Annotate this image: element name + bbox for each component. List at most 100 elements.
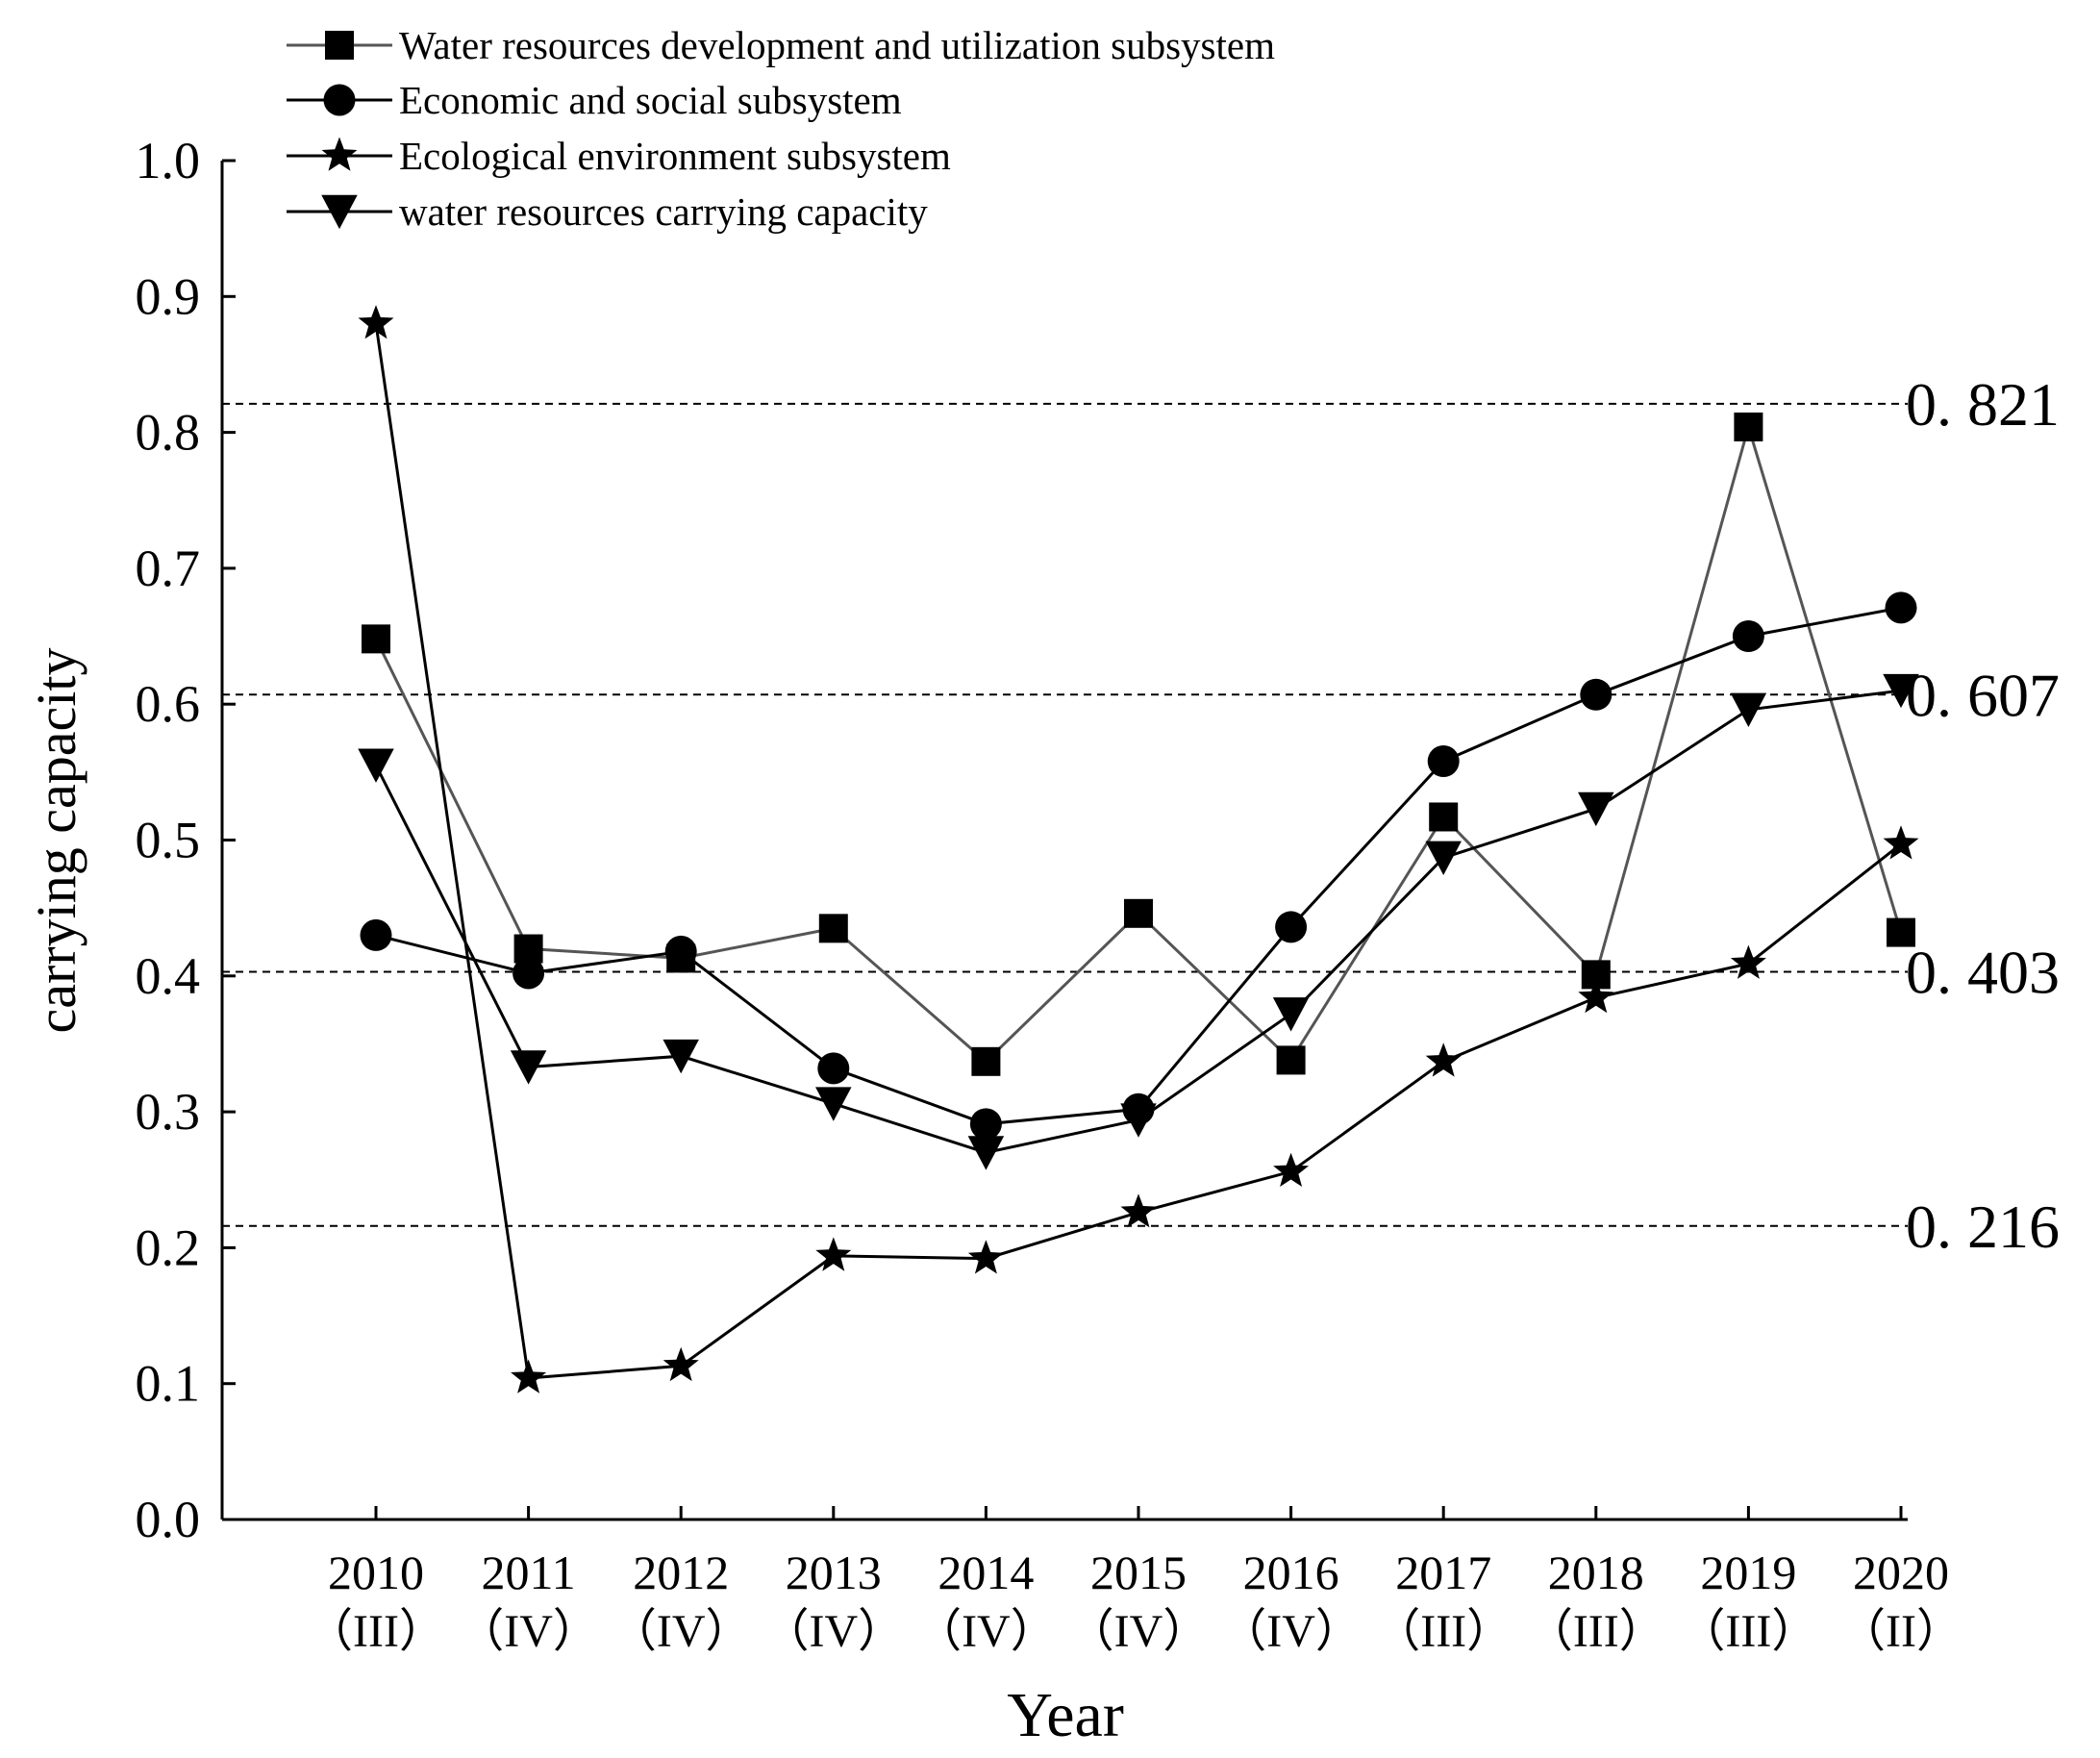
data-point-star [1120,1193,1157,1228]
x-tick-label: 2017 [1395,1545,1491,1599]
x-ticks: 2010 （III） 2011 （IV） 2012 （IV） 2013 （IV） 2014 （IV… [307,1506,1962,1657]
data-point-circle [1275,911,1308,943]
x-tick-grade-label: （IV） [458,1606,599,1657]
data-point-square [1124,898,1153,928]
y-tick-label: 0.4 [136,947,201,1005]
data-point-triangle-down [1272,997,1310,1032]
x-tick-grade-label: （IV） [1068,1606,1210,1657]
x-tick-label: 2013 [786,1545,882,1599]
legend-label: water resources carrying capacity [399,189,928,234]
data-point-square [362,624,390,654]
data-point-star [1273,1152,1310,1187]
legend-item: Ecological environment subsystem [287,134,951,178]
data-point-circle [512,957,545,990]
data-point-star [662,1346,699,1382]
y-tick-label: 0.1 [136,1355,201,1413]
legend: Water resources development and utilizat… [287,23,1275,234]
x-tick-grade-label: （IV） [762,1606,904,1657]
data-point-star [1730,944,1766,979]
x-tick-label: 2019 [1700,1545,1796,1599]
x-tick-label: 2012 [633,1545,729,1599]
series-star [358,305,1919,1394]
x-tick-grade-label: （IV） [915,1606,1057,1657]
data-point-triangle-down [1120,1103,1157,1138]
data-point-triangle-down [510,1050,547,1085]
x-tick-label: 2011 [482,1545,576,1599]
data-point-star [358,305,394,339]
x-tick-label: 2020 [1853,1545,1949,1599]
data-point-circle [664,935,697,967]
data-point-square [818,914,848,943]
data-point-star [511,1359,547,1394]
legend-label: Economic and social subsystem [399,78,902,122]
y-ticks: 0.0 0.1 0.2 0.3 0.4 0.5 0.6 0.7 0.8 0.9 1.0 [136,132,236,1548]
series-square [362,412,1915,1076]
legend-label: Water resources development and utilizat… [399,23,1275,67]
x-tick-grade-label: （IV） [1220,1606,1362,1657]
data-point-circle [1427,745,1460,778]
y-tick-label: 0.7 [136,540,201,597]
x-tick-label: 2015 [1090,1545,1187,1599]
data-point-circle [360,918,392,951]
data-point-triangle-down [1883,673,1919,709]
legend-marker-triangle-down [321,194,358,230]
y-tick-label: 0.3 [136,1083,201,1141]
data-point-triangle-down [1425,841,1462,875]
x-tick-label: 2016 [1243,1545,1339,1599]
data-point-star [1883,825,1919,860]
series [358,305,1919,1394]
legend-item: water resources carrying capacity [287,189,928,234]
reference-label: 0. 216 [1906,1193,2060,1261]
data-point-triangle-down [358,748,394,783]
reference-label: 0. 821 [1906,370,2060,439]
data-point-triangle-down [815,1087,852,1121]
data-point-circle [1732,620,1764,653]
data-point-square [1887,917,1915,947]
y-tick-label: 0.2 [136,1218,201,1276]
data-point-circle [817,1052,850,1085]
y-tick-label: 0.6 [136,675,201,733]
series-line [374,421,1903,1064]
reference-label: 0. 403 [1906,939,2060,1007]
data-point-triangle-down [1730,692,1767,727]
y-tick-label: 0.0 [136,1491,201,1548]
legend-marker-circle [323,84,356,116]
x-tick-label: 2018 [1548,1545,1644,1599]
data-point-star [815,1237,852,1271]
data-point-square [1734,412,1763,441]
data-point-star [967,1240,1004,1274]
legend-marker-star [321,137,358,171]
x-axis-title: Year [1007,1680,1124,1750]
y-tick-label: 0.9 [136,267,201,325]
x-tick-grade-label: （III） [1527,1606,1665,1657]
data-point-square [971,1046,1001,1076]
y-axis-title: carrying capacity [25,648,88,1034]
x-tick-label: 2014 [938,1545,1034,1599]
series-circle [360,591,1917,1141]
y-tick-label: 0.8 [136,404,201,462]
reference-lines: 0. 821 0. 607 0. 403 0. 216 [222,370,2060,1261]
data-point-triangle-down [1578,791,1614,827]
x-tick-grade-label: （III） [1374,1606,1512,1657]
series-triangle-down [358,673,1919,1170]
data-point-square [1276,1045,1306,1075]
data-point-star [1578,978,1614,1014]
legend-marker-square [325,31,354,60]
y-tick-label: 0.5 [136,812,201,869]
data-point-circle [969,1108,1002,1141]
data-point-circle [1885,591,1917,624]
data-point-star [1425,1042,1462,1077]
data-point-circle [1580,678,1612,711]
data-point-triangle-down [662,1039,699,1074]
x-tick-grade-label: （III） [1679,1606,1817,1657]
legend-item: Economic and social subsystem [287,78,902,122]
series-line [375,606,1902,1126]
data-point-triangle-down [967,1136,1005,1170]
reference-label: 0. 607 [1906,661,2060,729]
x-tick-label: 2010 [328,1545,424,1599]
y-tick-label: 1.0 [136,132,201,189]
x-tick-grade-label: （IV） [611,1606,752,1657]
x-tick-grade-label: （III） [307,1606,445,1657]
data-point-square [1429,802,1459,832]
